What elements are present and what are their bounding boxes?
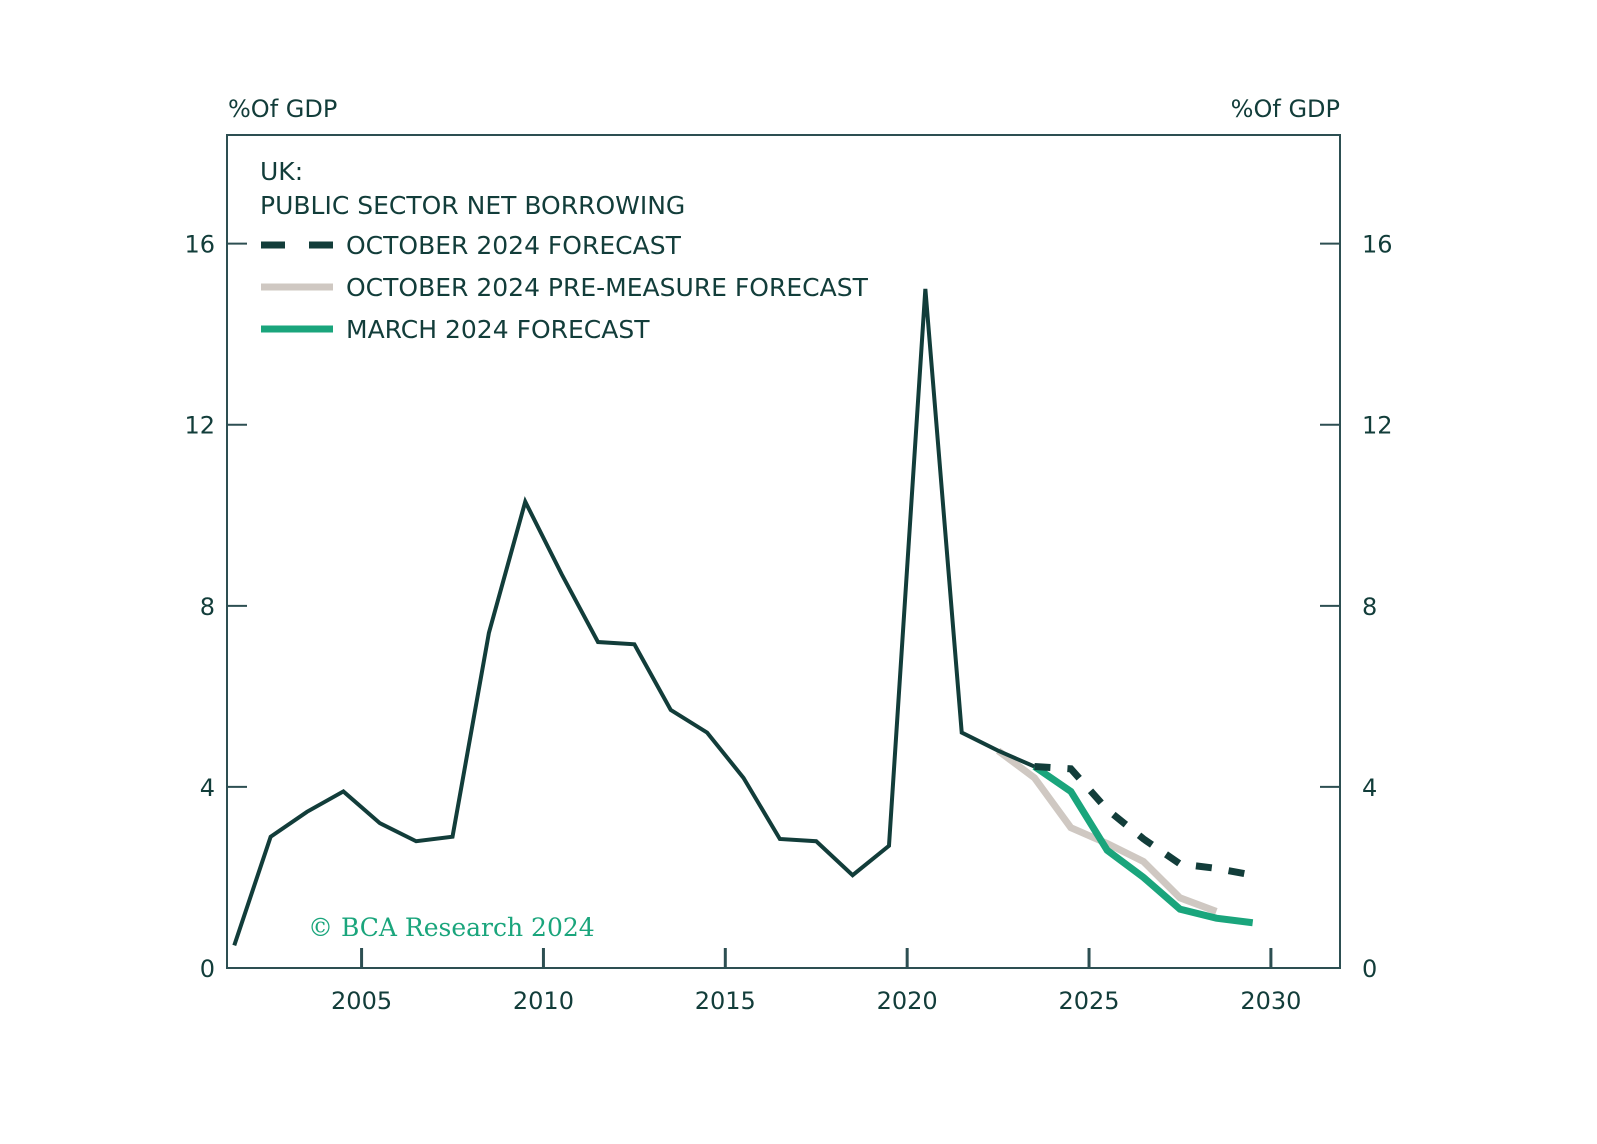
y-tick-label-left: 0 bbox=[200, 955, 215, 983]
x-tick-label: 2015 bbox=[695, 987, 756, 1015]
y-tick-label-right: 12 bbox=[1362, 412, 1393, 440]
x-tick-label: 2005 bbox=[331, 987, 392, 1015]
y-tick-label-left: 16 bbox=[184, 231, 215, 259]
x-tick-label: 2030 bbox=[1240, 987, 1301, 1015]
y-tick-label-left: 8 bbox=[200, 593, 215, 621]
legend-label: OCTOBER 2024 PRE-MEASURE FORECAST bbox=[346, 273, 869, 302]
x-tick-label: 2025 bbox=[1058, 987, 1119, 1015]
chart-subtitle: PUBLIC SECTOR NET BORROWING bbox=[260, 191, 685, 220]
series-line-actual bbox=[232, 288, 1036, 946]
x-tick-label: 2010 bbox=[513, 987, 574, 1015]
y-tick-label-left: 4 bbox=[200, 774, 215, 802]
y-tick-label-right: 0 bbox=[1362, 955, 1377, 983]
y-axis-label-right: %Of GDP bbox=[1231, 95, 1340, 123]
legend-label: OCTOBER 2024 FORECAST bbox=[346, 231, 682, 260]
plot-frame bbox=[226, 134, 1341, 969]
y-tick-label-right: 16 bbox=[1362, 231, 1393, 259]
series-line-october-2024-forecast bbox=[1034, 763, 1254, 879]
series-line-october-2024-pre-measure-forecast bbox=[996, 747, 1218, 915]
y-tick-label-right: 4 bbox=[1362, 774, 1377, 802]
legend-label: MARCH 2024 FORECAST bbox=[346, 315, 650, 344]
x-tick-label: 2020 bbox=[877, 987, 938, 1015]
chart-title: UK: bbox=[260, 157, 303, 186]
y-axis-label-left: %Of GDP bbox=[228, 95, 337, 123]
y-tick-label-left: 12 bbox=[184, 412, 215, 440]
y-tick-label-right: 8 bbox=[1362, 593, 1377, 621]
series-line-march-2024-forecast bbox=[1032, 763, 1254, 927]
watermark: © BCA Research 2024 bbox=[308, 913, 595, 942]
